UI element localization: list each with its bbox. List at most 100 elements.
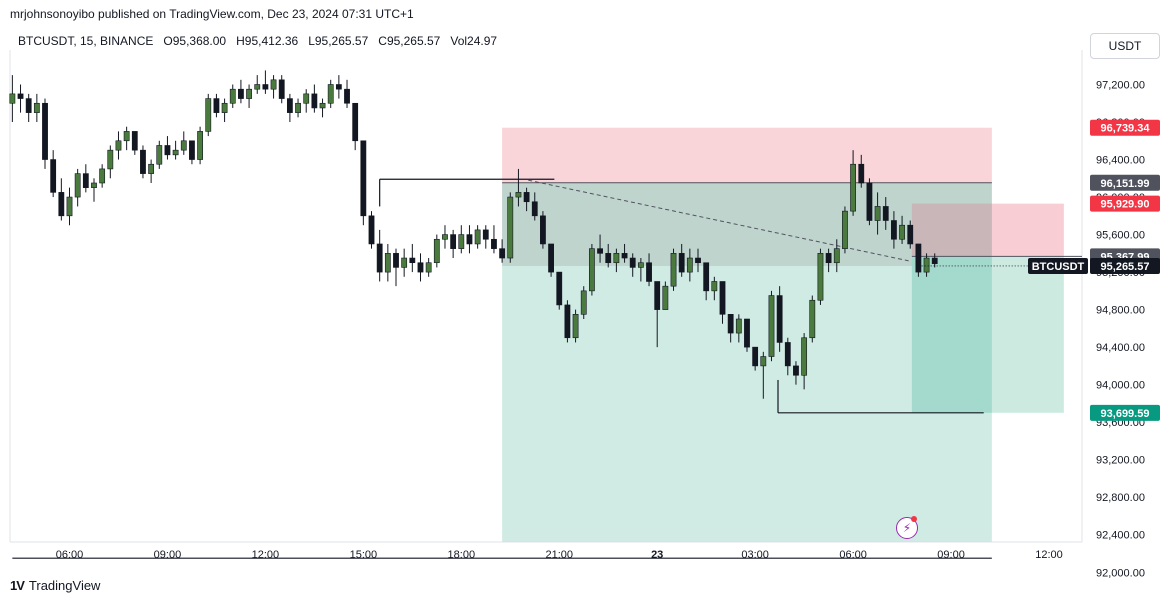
candle-body bbox=[270, 79, 277, 90]
candle-body bbox=[172, 149, 179, 156]
candle-body bbox=[131, 131, 138, 151]
candle-body bbox=[99, 168, 106, 184]
candle-body bbox=[376, 243, 383, 273]
candle-body bbox=[891, 220, 897, 240]
candle-body bbox=[556, 271, 563, 306]
candle-body bbox=[156, 145, 163, 165]
candle-body bbox=[278, 79, 285, 99]
candle-body bbox=[33, 102, 40, 113]
candle-body bbox=[458, 234, 465, 249]
tradingview-logo-icon: 1V bbox=[10, 578, 25, 593]
y-tick-label: 92,000.00 bbox=[1096, 567, 1145, 579]
candle-body bbox=[286, 98, 293, 113]
notification-dot bbox=[911, 516, 917, 522]
candle-body bbox=[548, 243, 554, 273]
candle-body bbox=[646, 262, 652, 282]
candle-body bbox=[760, 356, 767, 367]
y-tick-label: 94,400.00 bbox=[1096, 342, 1145, 354]
candle-body bbox=[850, 163, 856, 212]
candle-body bbox=[450, 234, 457, 249]
x-tick-label: 09:00 bbox=[154, 549, 182, 561]
brand-name: TradingView bbox=[28, 578, 101, 593]
candle-body bbox=[858, 163, 865, 184]
open-value: O95,368.00 bbox=[163, 34, 227, 48]
candle-body bbox=[360, 140, 367, 217]
price-tag-label: 95,929.90 bbox=[1101, 199, 1150, 211]
candle-body bbox=[531, 201, 538, 217]
candle-body bbox=[409, 257, 416, 264]
candle-body bbox=[678, 253, 685, 273]
candle-body bbox=[931, 257, 938, 264]
candle-body bbox=[809, 299, 816, 339]
candle-body bbox=[74, 173, 81, 198]
candle-body bbox=[164, 145, 171, 156]
high-value: H95,412.36 bbox=[236, 34, 299, 48]
candle-body bbox=[654, 281, 661, 310]
x-tick-label: 18:00 bbox=[448, 549, 476, 561]
x-tick-label: 03:00 bbox=[741, 549, 769, 561]
y-tick-label: 96,400.00 bbox=[1096, 155, 1145, 167]
candle-body bbox=[866, 182, 873, 221]
candle-body bbox=[801, 337, 808, 376]
tradingview-footer: 1V TradingView bbox=[10, 578, 100, 593]
candle-body bbox=[784, 342, 791, 367]
candle-body bbox=[221, 102, 228, 113]
symbol-tag bbox=[1028, 257, 1088, 274]
lightning-icon[interactable]: ⚡ bbox=[896, 517, 918, 539]
candle-body bbox=[368, 215, 375, 245]
price-tag-stop bbox=[1090, 119, 1160, 136]
candle-body bbox=[580, 290, 587, 315]
candle-body bbox=[711, 281, 718, 292]
candle-body bbox=[384, 253, 391, 273]
candle-body bbox=[588, 248, 595, 292]
candle-body bbox=[727, 314, 734, 334]
candle-body bbox=[303, 93, 310, 104]
candle-body bbox=[335, 84, 342, 90]
price-tag-stop bbox=[1090, 195, 1160, 212]
x-tick-label: 12:00 bbox=[1035, 549, 1063, 561]
currency-button[interactable]: USDT bbox=[1090, 33, 1160, 59]
price-tag-price bbox=[1090, 257, 1160, 274]
candle-body bbox=[442, 234, 448, 240]
x-tick-label: 12:00 bbox=[252, 549, 280, 561]
candle-body bbox=[833, 248, 840, 264]
candle-body bbox=[50, 159, 57, 193]
candle-body bbox=[197, 131, 203, 160]
candle-body bbox=[719, 281, 726, 315]
candle-body bbox=[523, 192, 530, 203]
y-tick-label: 92,400.00 bbox=[1096, 530, 1145, 542]
candle-body bbox=[515, 192, 522, 198]
candle-body bbox=[17, 93, 24, 99]
candle-body bbox=[140, 149, 146, 174]
candle-body bbox=[433, 238, 440, 264]
symbol-line[interactable]: BTCUSDT, 15, BINANCE bbox=[18, 34, 154, 48]
candle-body bbox=[882, 206, 889, 221]
candle-body bbox=[123, 131, 130, 142]
volume-value: Vol24.97 bbox=[450, 34, 498, 48]
x-tick-label: 23 bbox=[651, 549, 663, 561]
candle-body bbox=[148, 163, 155, 174]
price-tag-label: 93,699.59 bbox=[1101, 408, 1150, 420]
y-tick-label: 94,000.00 bbox=[1096, 380, 1145, 392]
candle-body bbox=[344, 88, 350, 104]
low-value: L95,265.57 bbox=[308, 34, 369, 48]
candle-body bbox=[474, 229, 481, 245]
candle-body bbox=[180, 140, 187, 151]
candle-body bbox=[776, 295, 783, 343]
y-tick-label: 92,800.00 bbox=[1096, 492, 1145, 504]
candle-body bbox=[695, 257, 701, 264]
candle-body bbox=[923, 257, 930, 273]
candle-body bbox=[842, 210, 848, 249]
price-tag-target bbox=[1090, 404, 1160, 421]
candle-body bbox=[752, 346, 759, 367]
candle-body bbox=[621, 253, 628, 259]
candle-body bbox=[613, 253, 620, 264]
candle-body bbox=[703, 262, 710, 292]
candle-body bbox=[58, 192, 65, 217]
candle-body bbox=[482, 229, 489, 240]
candle-body bbox=[817, 253, 824, 301]
candle-body bbox=[25, 98, 32, 113]
candle-body bbox=[82, 173, 89, 188]
y-tick-label: 93,200.00 bbox=[1096, 455, 1145, 467]
